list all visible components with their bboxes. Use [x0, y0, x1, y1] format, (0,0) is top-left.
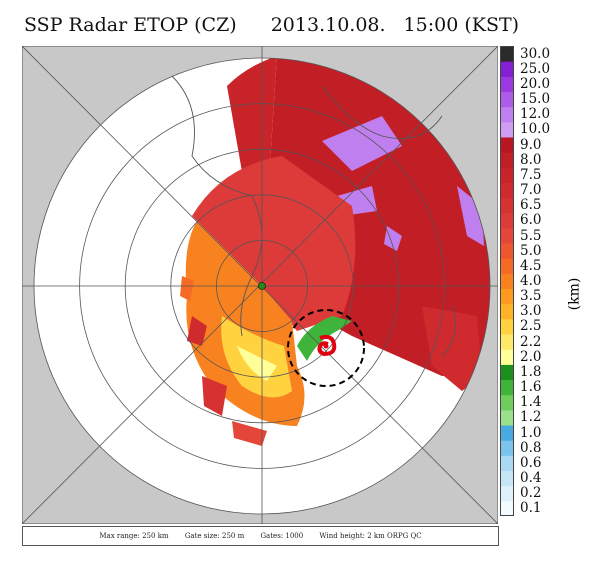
- colorbar-tick-label: 1.0: [520, 424, 542, 441]
- colorbar-tick-label: 2.2: [520, 333, 542, 350]
- colorbar-swatch: [500, 212, 514, 229]
- colorbar-tick-label: 20.0: [520, 75, 551, 92]
- colorbar-swatch: [500, 470, 514, 487]
- radar-map: [22, 46, 498, 524]
- time-label: 15:00 (KST): [403, 14, 520, 36]
- colorbar-tick-label: 8.0: [520, 151, 542, 168]
- colorbar-tick-label: 7.0: [520, 182, 542, 199]
- colorbar-swatch: [500, 182, 514, 199]
- colorbar-swatch: [500, 46, 514, 62]
- wind-height-label: Wind height: 2 km ORPG QC: [319, 532, 422, 540]
- colorbar-swatch: [500, 152, 514, 168]
- colorbar-frame: [500, 46, 514, 516]
- max-range-label: Max range: 250 km: [99, 532, 169, 540]
- colorbar-tick-label: 10.0: [520, 121, 551, 138]
- colorbar-tick-label: 1.8: [520, 363, 542, 380]
- date-label: 2013.10.08.: [270, 14, 386, 36]
- colorbar-swatch: [500, 379, 514, 396]
- colorbar-tick-label: 6.5: [520, 197, 542, 214]
- colorbar-swatch: [500, 197, 514, 214]
- colorbar-swatch: [500, 91, 514, 108]
- colorbar-tick-label: 0.2: [520, 485, 542, 502]
- scan-info-bar: Max range: 250 km Gate size: 250 m Gates…: [22, 526, 499, 546]
- colorbar-swatch: [500, 364, 514, 381]
- colorbar-unit: (km): [566, 277, 583, 311]
- colorbar-swatch: [500, 334, 514, 350]
- colorbar-tick-label: 4.5: [520, 257, 542, 274]
- colorbar-swatch: [500, 273, 514, 290]
- colorbar-tick-label: 1.4: [520, 394, 542, 411]
- colorbar-swatch: [500, 409, 514, 426]
- colorbar-swatch: [500, 61, 514, 77]
- colorbar-tick-label: 1.6: [520, 379, 542, 396]
- colorbar-tick-label: 0.4: [520, 470, 542, 487]
- colorbar-tick-label: 7.5: [520, 166, 542, 183]
- colorbar-swatch: [500, 227, 514, 244]
- gates-label: Gates: 1000: [260, 532, 304, 540]
- chart-title: SSP Radar ETOP (CZ) 2013.10.08. 15:00 (KST…: [24, 14, 519, 36]
- colorbar-tick-label: 3.0: [520, 303, 542, 320]
- colorbar-swatch: [500, 76, 514, 92]
- colorbar-tick-label: 0.6: [520, 454, 542, 471]
- colorbar-tick-label: 0.1: [520, 500, 542, 517]
- colorbar-tick-label: 2.5: [520, 318, 542, 335]
- colorbar-swatch: [500, 500, 514, 516]
- colorbar-swatch: [500, 243, 514, 259]
- colorbar-tick-label: 2.0: [520, 348, 542, 365]
- colorbar-tick-label: 15.0: [520, 91, 551, 108]
- colorbar-swatch: [500, 440, 514, 456]
- colorbar-swatch: [500, 288, 514, 305]
- colorbar-swatch: [500, 455, 514, 472]
- colorbar-swatch: [500, 106, 514, 123]
- colorbar: [500, 46, 514, 516]
- gate-size-label: Gate size: 250 m: [184, 532, 245, 540]
- colorbar-tick-label: 12.0: [520, 106, 551, 123]
- typhoon-icon: [317, 334, 337, 357]
- colorbar-swatch: [500, 303, 514, 320]
- colorbar-tick-label: 9.0: [520, 136, 542, 153]
- colorbar-swatch: [500, 167, 514, 183]
- colorbar-tick-label: 30.0: [520, 45, 551, 62]
- colorbar-tick-label: 1.2: [520, 409, 542, 426]
- radar-site-marker: [258, 282, 266, 290]
- colorbar-swatch: [500, 394, 514, 411]
- colorbar-swatch: [500, 121, 514, 138]
- colorbar-tick-label: 0.8: [520, 439, 542, 456]
- colorbar-tick-label: 25.0: [520, 60, 551, 77]
- colorbar-tick-label: 4.0: [520, 273, 542, 289]
- product-name: SSP Radar ETOP (CZ): [24, 14, 237, 36]
- colorbar-swatch: [500, 258, 514, 274]
- coastline: [171, 75, 456, 357]
- colorbar-swatch: [500, 318, 514, 335]
- colorbar-tick-label: 5.0: [520, 242, 542, 259]
- colorbar-tick-label: 3.5: [520, 288, 542, 305]
- colorbar-swatch: [500, 136, 514, 153]
- colorbar-swatch: [500, 425, 514, 441]
- colorbar-tick-label: 5.5: [520, 227, 542, 244]
- colorbar-tick-label: 6.0: [520, 212, 542, 229]
- colorbar-swatch: [500, 485, 514, 502]
- typhoon-eye-circle: [287, 309, 365, 387]
- colorbar-swatch: [500, 349, 514, 365]
